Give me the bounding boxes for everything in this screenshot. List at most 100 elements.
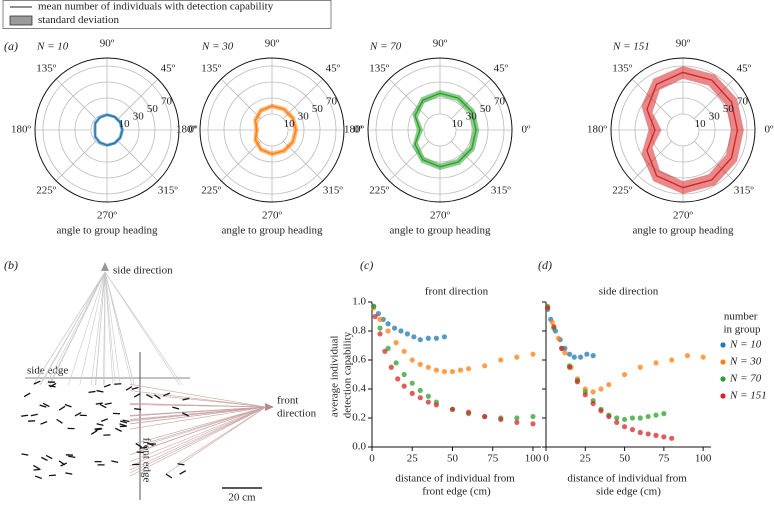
chart-title: front direction	[425, 286, 489, 298]
data-point	[482, 363, 488, 369]
fish	[58, 460, 66, 466]
data-point	[514, 354, 520, 360]
theta-tick-label: 135º	[612, 63, 633, 75]
fish	[182, 412, 189, 417]
front-ray	[165, 406, 267, 475]
data-point	[700, 354, 706, 360]
data-point	[621, 371, 628, 378]
legend-marker	[720, 393, 726, 399]
data-point	[645, 413, 651, 420]
data-point	[544, 305, 551, 311]
data-point	[637, 429, 643, 436]
data-point	[388, 364, 394, 370]
fish	[40, 456, 48, 462]
data-point	[425, 393, 431, 399]
theta-grid-line	[451, 78, 492, 119]
polar-frame	[34, 57, 180, 203]
theta-tick-label: 45º	[737, 63, 752, 75]
polar-title: N = 151	[612, 41, 650, 53]
fish	[163, 392, 171, 397]
fish	[40, 421, 48, 425]
panel-label: (d)	[538, 258, 552, 272]
r-tick-label: 70	[326, 95, 338, 107]
front-ray	[146, 406, 267, 444]
panel-label: (a)	[4, 39, 18, 53]
r-tick-label: 10	[284, 118, 296, 130]
y-axis-label: average individual detection capability	[328, 331, 353, 418]
data-point	[417, 395, 423, 401]
data-point	[385, 328, 391, 334]
theta-tick-label: 180º	[344, 124, 365, 136]
side-ray	[104, 271, 133, 386]
front-ray	[177, 406, 267, 464]
data-point	[377, 316, 383, 322]
data-point	[621, 416, 628, 423]
side-ray	[68, 271, 106, 386]
side-ray	[104, 271, 114, 386]
side-direction-label: side direction	[113, 265, 173, 277]
data-point	[653, 432, 659, 438]
fish	[23, 392, 31, 398]
fish	[39, 404, 47, 408]
scale-label: 20 cm	[228, 492, 256, 504]
data-point	[549, 319, 555, 325]
theta-grid-line	[388, 78, 429, 119]
fish	[33, 464, 40, 470]
fish	[101, 418, 109, 422]
side-ray	[104, 271, 135, 386]
data-point	[371, 303, 377, 309]
fish	[96, 389, 104, 393]
data-point	[401, 348, 407, 354]
side-ray	[104, 271, 183, 386]
data-point	[433, 367, 439, 373]
r-tick-label: 50	[147, 103, 159, 115]
data-point	[669, 435, 675, 441]
theta-tick-label: 135º	[36, 63, 57, 75]
fish	[33, 468, 41, 471]
data-point	[482, 413, 488, 420]
data-point	[606, 382, 612, 388]
polar-frame	[367, 57, 513, 203]
legend-marker	[720, 342, 726, 348]
data-point	[582, 392, 588, 398]
fish	[94, 427, 102, 430]
fish	[90, 429, 98, 435]
data-point	[621, 424, 628, 430]
legend-mean: mean number of individuals with detectio…	[38, 1, 274, 13]
theta-tick-label: 0º	[189, 124, 199, 136]
side-ray	[104, 271, 116, 386]
x-tick-label: 0	[369, 453, 375, 465]
fish	[172, 406, 180, 410]
side-ray	[95, 271, 106, 386]
front-ray	[129, 406, 267, 420]
data-point	[574, 379, 581, 385]
x-tick-label: 75	[487, 453, 499, 465]
front-ray	[129, 406, 267, 477]
theta-grid-line	[118, 78, 159, 119]
front-ray	[129, 406, 267, 417]
theta-grid-line	[694, 141, 735, 182]
front-ray	[129, 406, 267, 467]
chart-title: side direction	[599, 286, 659, 298]
theta-grid-line	[55, 141, 96, 182]
theta-tick-label: 225º	[369, 184, 390, 196]
theta-grid-line	[388, 141, 429, 182]
data-point	[425, 399, 431, 405]
data-point	[653, 412, 659, 418]
data-point	[684, 353, 691, 359]
panel-label: (c)	[360, 258, 373, 272]
data-point	[398, 328, 404, 334]
polar-frame	[199, 57, 345, 203]
side-ray	[40, 271, 106, 386]
side-ray	[48, 271, 106, 386]
side-ray	[45, 271, 106, 386]
x-axis-label: angle to group heading	[389, 225, 491, 237]
fish	[177, 463, 185, 466]
fish	[42, 402, 50, 408]
theta-grid-line	[451, 141, 492, 182]
fish	[33, 380, 41, 385]
theta-tick-label: 270º	[262, 210, 283, 222]
front-ray	[146, 394, 267, 408]
data-point	[566, 364, 573, 370]
